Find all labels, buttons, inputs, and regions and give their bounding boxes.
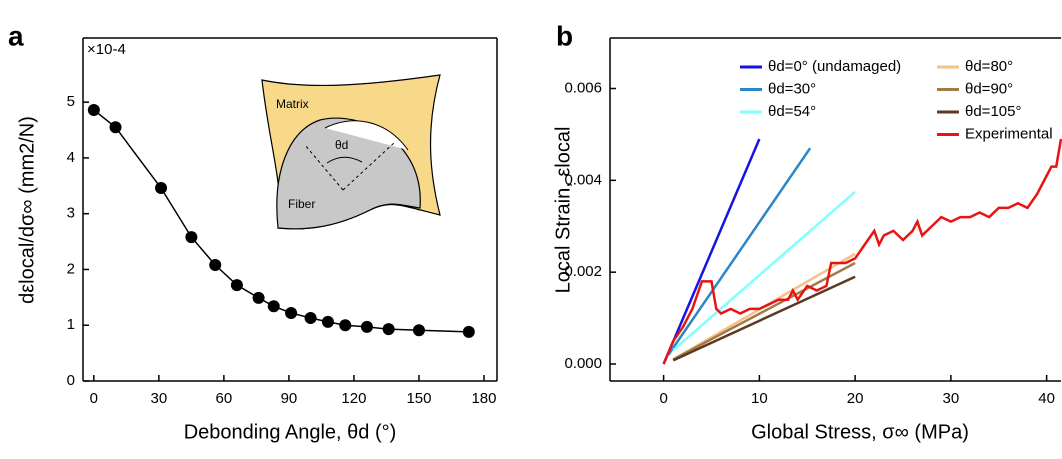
plot-area bbox=[93, 109, 469, 333]
inset-label: Matrix bbox=[276, 97, 309, 111]
x-tick-label: 150 bbox=[406, 390, 431, 407]
data-line bbox=[93, 109, 469, 333]
legend-label: Experimental bbox=[965, 125, 1053, 142]
legend-label: θd=54° bbox=[768, 103, 816, 120]
x-tick-label: 180 bbox=[471, 390, 496, 407]
data-point bbox=[285, 306, 298, 319]
y-tick-label: 0 bbox=[67, 372, 75, 389]
data-point bbox=[304, 311, 317, 324]
legend-label: θd=30° bbox=[768, 80, 816, 97]
x-tick-label: 40 bbox=[1038, 390, 1055, 407]
data-point bbox=[185, 231, 198, 244]
y-axis-label: Local Strain, εlocal bbox=[552, 127, 574, 294]
data-point bbox=[360, 320, 373, 333]
data-point bbox=[321, 315, 334, 328]
data-line bbox=[662, 138, 761, 365]
x-tick-label: 0 bbox=[659, 390, 667, 407]
data-point bbox=[267, 300, 280, 313]
y-tick-label: 0.002 bbox=[564, 263, 602, 280]
y-tick-label: 3 bbox=[67, 205, 75, 222]
data-line bbox=[662, 138, 1062, 365]
panel-letter: a bbox=[8, 20, 24, 51]
y-tick-label: 2 bbox=[67, 260, 75, 277]
data-point bbox=[462, 325, 475, 338]
x-tick-label: 60 bbox=[216, 390, 233, 407]
legend-label: θd=80° bbox=[965, 58, 1013, 75]
data-point bbox=[109, 121, 122, 134]
data-line bbox=[667, 147, 812, 356]
y-tick-label: 1 bbox=[67, 316, 75, 333]
x-tick-label: 10 bbox=[751, 390, 768, 407]
data-point bbox=[87, 103, 100, 116]
x-axis-label: Global Stress, σ∞ (MPa) bbox=[751, 421, 969, 443]
y-tick-label: 0.006 bbox=[564, 79, 602, 96]
data-point bbox=[382, 323, 395, 336]
x-tick-label: 0 bbox=[90, 390, 98, 407]
data-point bbox=[252, 291, 265, 304]
x-tick-label: 20 bbox=[847, 390, 864, 407]
x-tick-label: 30 bbox=[943, 390, 960, 407]
data-line bbox=[672, 261, 856, 361]
data-point bbox=[339, 319, 352, 332]
y-multiplier: ×10-4 bbox=[87, 41, 126, 58]
x-tick-label: 90 bbox=[281, 390, 298, 407]
plot-area bbox=[662, 138, 1062, 365]
legend-label: θd=0° (undamaged) bbox=[768, 58, 901, 75]
data-line bbox=[672, 275, 856, 362]
legend-label: θd=105° bbox=[965, 103, 1021, 120]
x-tick-label: 120 bbox=[341, 390, 366, 407]
data-point bbox=[230, 279, 243, 292]
data-point bbox=[209, 258, 222, 271]
x-tick-label: 30 bbox=[151, 390, 168, 407]
x-axis-label: Debonding Angle, θd (°) bbox=[184, 421, 397, 443]
data-point bbox=[412, 324, 425, 337]
data-line bbox=[672, 190, 856, 352]
inset-label: θd bbox=[335, 138, 348, 152]
y-tick-label: 4 bbox=[67, 149, 75, 166]
y-tick-label: 0.000 bbox=[564, 355, 602, 372]
y-tick-label: 0.004 bbox=[564, 171, 602, 188]
inset-label: Fiber bbox=[288, 197, 315, 211]
panel-letter: b bbox=[556, 20, 573, 51]
y-tick-label: 5 bbox=[67, 93, 75, 110]
legend-label: θd=90° bbox=[965, 80, 1013, 97]
inset-diagram bbox=[261, 74, 441, 230]
y-axis-label: dεlocal/dσ∞ (mm2/N) bbox=[16, 116, 38, 304]
data-point bbox=[155, 182, 168, 195]
